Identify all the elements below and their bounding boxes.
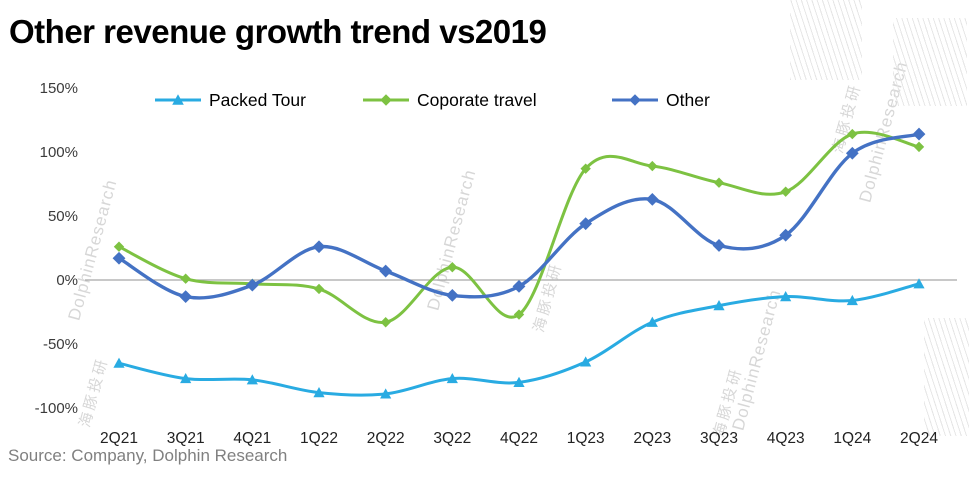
x-tick-label: 1Q22: [300, 430, 338, 447]
marker-triangle: [646, 316, 658, 327]
marker-diamond: [512, 280, 526, 293]
hatch-pattern: [893, 18, 967, 106]
marker-diamond: [113, 241, 125, 252]
marker-diamond: [780, 186, 791, 197]
marker-triangle: [913, 278, 925, 289]
marker-diamond: [713, 177, 725, 188]
marker-diamond: [179, 290, 193, 304]
marker-diamond: [847, 128, 858, 140]
marker-diamond: [579, 217, 593, 231]
series-packed-tour: [113, 278, 925, 399]
marker-diamond: [245, 278, 259, 292]
y-tick-label: -50%: [43, 336, 78, 353]
marker-diamond: [580, 163, 591, 174]
hatch-pattern: [790, 0, 862, 80]
chart-title: Other revenue growth trend vs2019: [9, 13, 547, 50]
marker-triangle: [580, 356, 592, 367]
marker-diamond: [779, 228, 793, 242]
marker-diamond: [380, 317, 391, 328]
marker-diamond: [180, 273, 191, 284]
marker-diamond: [913, 141, 925, 153]
y-tick-label: 150%: [40, 80, 78, 97]
marker-diamond: [447, 262, 458, 273]
marker-triangle: [446, 372, 458, 384]
marker-diamond: [647, 160, 658, 172]
legend-label: Packed Tour: [209, 90, 306, 110]
legend-label: Other: [666, 90, 710, 110]
x-tick-label: 2Q22: [367, 430, 405, 447]
x-tick-label: 2Q21: [100, 430, 138, 447]
x-tick-label: 3Q22: [433, 430, 471, 447]
marker-diamond: [313, 283, 325, 295]
x-axis-labels: 2Q21 3Q21 4Q21 1Q22 2Q22 3Q22 4Q22 1Q23 2Q23 3Q23…: [100, 430, 938, 447]
x-tick-label: 2Q24: [900, 430, 938, 447]
marker-diamond: [445, 288, 459, 302]
marker-diamond: [112, 251, 126, 265]
marker-triangle: [713, 300, 725, 311]
marker-triangle: [313, 387, 325, 398]
marker-diamond: [912, 127, 926, 141]
marker-triangle: [780, 291, 792, 302]
marker-diamond: [629, 94, 641, 106]
legend: Packed Tour Coporate travel Other: [155, 90, 710, 110]
y-tick-label: 100%: [40, 144, 78, 161]
x-tick-label: 4Q21: [233, 430, 271, 447]
marker-diamond: [380, 94, 392, 106]
x-tick-label: 2Q23: [633, 430, 671, 447]
marker-triangle: [846, 294, 858, 306]
series-line: [117, 130, 921, 324]
hatch-pattern: [924, 318, 969, 436]
marker-diamond: [513, 309, 525, 320]
x-tick-label: 3Q21: [167, 430, 205, 447]
marker-diamond: [845, 146, 859, 160]
legend-item-other: Other: [612, 90, 710, 110]
series-line: [117, 132, 921, 300]
y-tick-label: 50%: [48, 208, 78, 225]
marker-diamond: [645, 192, 659, 206]
marker-triangle: [246, 374, 258, 385]
x-tick-label: 1Q23: [567, 430, 605, 447]
marker-triangle: [180, 372, 192, 384]
legend-item-coporate-travel: Coporate travel: [363, 90, 537, 110]
y-tick-label: 0%: [56, 272, 78, 289]
legend-label: Coporate travel: [417, 90, 537, 110]
marker-diamond: [312, 240, 326, 254]
x-tick-label: 1Q24: [833, 430, 871, 447]
marker-triangle: [380, 388, 392, 399]
marker-triangle: [172, 94, 184, 105]
marker-diamond: [379, 264, 393, 278]
y-tick-label: -100%: [35, 400, 78, 417]
marker-diamond: [712, 239, 726, 252]
x-tick-label: 4Q23: [767, 430, 805, 447]
series-other: [112, 127, 926, 304]
x-tick-label: 4Q22: [500, 430, 538, 447]
x-tick-label: 3Q23: [700, 430, 738, 447]
source-note: Source: Company, Dolphin Research: [8, 446, 288, 465]
marker-triangle: [113, 357, 125, 368]
y-axis-labels: 150% 100% 50% 0% -50% -100%: [35, 80, 78, 417]
marker-triangle: [513, 376, 525, 387]
legend-item-packed-tour: Packed Tour: [155, 90, 306, 110]
